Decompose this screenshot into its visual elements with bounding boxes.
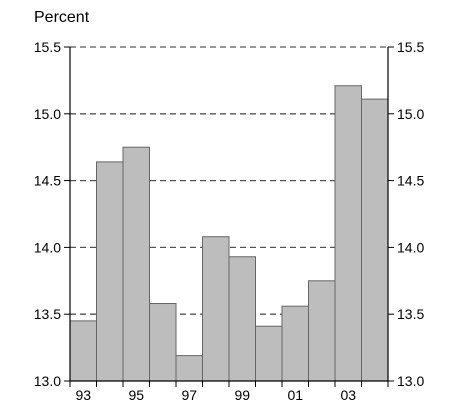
x-tick-label-2001: 01 <box>287 387 303 403</box>
x-tick-label-1993: 93 <box>75 387 91 403</box>
x-tick-label-1999: 99 <box>234 387 250 403</box>
y-tick-label-left: 13.0 <box>34 373 61 389</box>
y-tick-label-left: 14.0 <box>34 239 61 255</box>
y-tick-label-right: 13.0 <box>397 373 424 389</box>
tick-labels: 13.0 13.0 13.5 13.5 14.0 14.0 14.5 14.5 15.0 15.0… <box>34 39 425 403</box>
y-tick-label-right: 14.0 <box>397 239 424 255</box>
x-tick-label-1997: 97 <box>181 387 197 403</box>
y-tick-label-left: 14.5 <box>34 173 61 189</box>
bar-1997 <box>175 355 203 382</box>
bar-1995 <box>122 146 150 382</box>
y-tick-label-right: 15.5 <box>397 39 424 55</box>
axes <box>64 46 394 387</box>
y-tick-label-left: 13.5 <box>34 306 61 322</box>
x-tick-label-2003: 03 <box>340 387 356 403</box>
bar-2003 <box>334 85 362 382</box>
y-tick-label-left: 15.5 <box>34 39 61 55</box>
bar-1993 <box>69 320 97 382</box>
y-tick-label-right: 15.0 <box>397 106 424 122</box>
bar-2000 <box>255 325 283 382</box>
bar-2004 <box>361 98 389 382</box>
y-tick-label-right: 14.5 <box>397 173 424 189</box>
bar-1999 <box>228 256 256 382</box>
bar-2001 <box>281 305 309 382</box>
unit-label: Percent <box>34 9 90 26</box>
bar-1994 <box>96 161 124 382</box>
bar-2002 <box>308 280 336 382</box>
bars <box>69 85 389 382</box>
bar-1998 <box>202 236 230 382</box>
y-tick-label-right: 13.5 <box>397 306 424 322</box>
y-tick-label-left: 15.0 <box>34 106 61 122</box>
bar-1996 <box>149 303 177 382</box>
x-tick-label-1995: 95 <box>128 387 144 403</box>
